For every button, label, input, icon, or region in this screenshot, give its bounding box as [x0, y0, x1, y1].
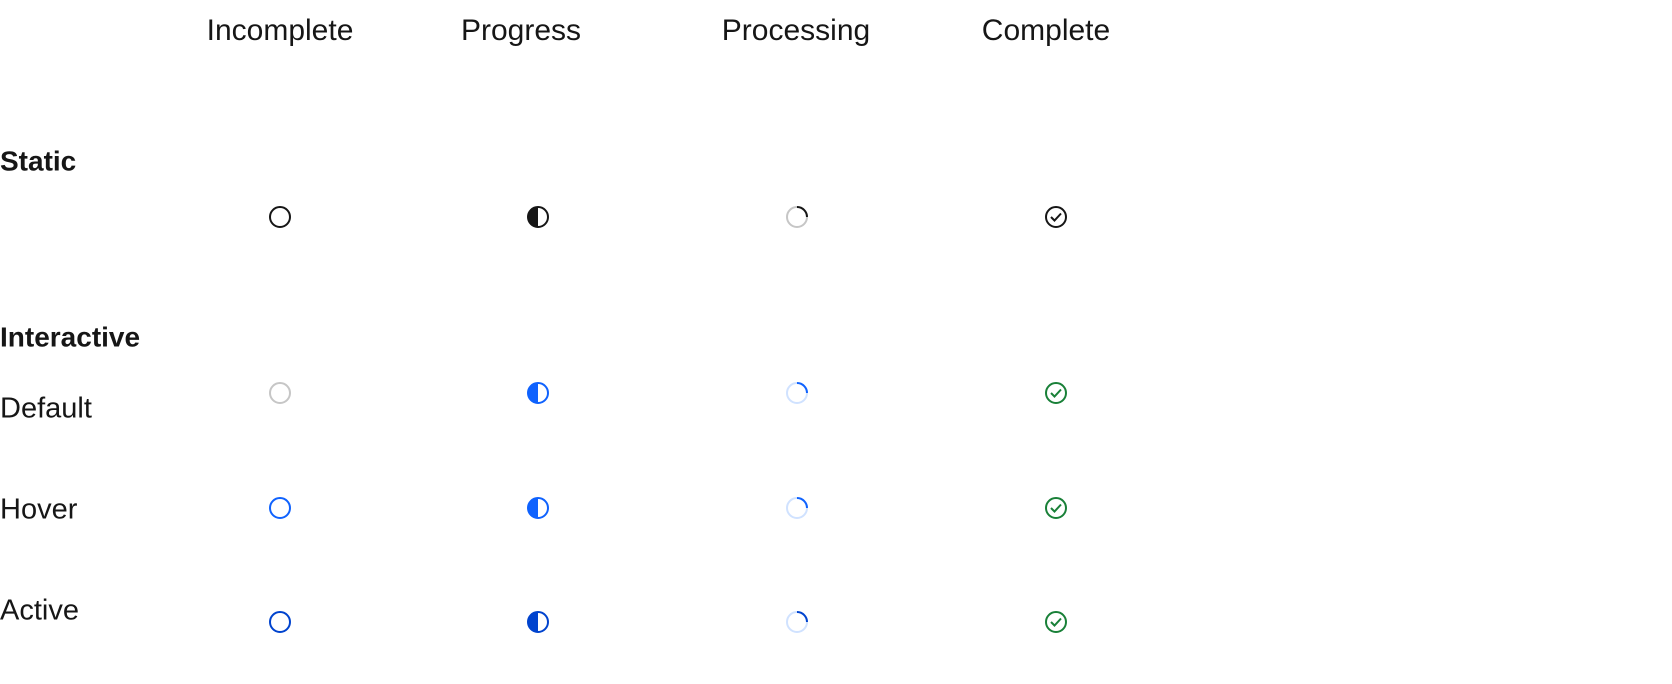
icon-half — [528, 383, 538, 403]
progress-icon[interactable] — [527, 497, 549, 519]
icon-arc — [796, 382, 808, 394]
section-title: Static — [0, 145, 76, 176]
icon-ring — [1045, 611, 1067, 633]
icon-check — [1050, 503, 1062, 513]
complete-icon — [1045, 206, 1067, 228]
icon-ring — [269, 611, 291, 633]
incomplete-icon — [269, 206, 291, 228]
processing-icon[interactable] — [786, 382, 808, 404]
incomplete-icon[interactable] — [269, 497, 291, 519]
processing-icon — [786, 206, 808, 228]
icon-ring — [269, 382, 291, 404]
progress-icon[interactable] — [527, 382, 549, 404]
progress-icon[interactable] — [527, 611, 549, 633]
column-header: Complete — [982, 14, 1110, 47]
icon-arc — [796, 611, 808, 623]
complete-icon[interactable] — [1045, 611, 1067, 633]
row-label: Active — [0, 595, 79, 627]
icon-half — [528, 498, 538, 518]
complete-icon[interactable] — [1045, 382, 1067, 404]
icon-check — [1050, 388, 1062, 398]
icon-check — [1050, 212, 1062, 222]
icon-arc — [796, 206, 808, 218]
section-title: Interactive — [0, 321, 140, 352]
incomplete-icon[interactable] — [269, 382, 291, 404]
progress-icon — [527, 206, 549, 228]
icon-ring — [269, 497, 291, 519]
icons — [269, 206, 1067, 633]
processing-icon[interactable] — [786, 611, 808, 633]
row-label: Default — [0, 393, 92, 425]
row-label: Hover — [0, 494, 78, 526]
icon-half — [528, 207, 538, 227]
incomplete-icon[interactable] — [269, 611, 291, 633]
processing-icon[interactable] — [786, 497, 808, 519]
icon-ring — [1045, 497, 1067, 519]
icon-ring — [1045, 206, 1067, 228]
icon-check — [1050, 617, 1062, 627]
column-header: Progress — [461, 14, 581, 47]
icon-arc — [796, 497, 808, 509]
icon-ring — [269, 206, 291, 228]
icon-half — [528, 612, 538, 632]
complete-icon[interactable] — [1045, 497, 1067, 519]
column-header: Incomplete — [207, 14, 354, 47]
icon-ring — [1045, 382, 1067, 404]
column-header: Processing — [722, 14, 870, 47]
